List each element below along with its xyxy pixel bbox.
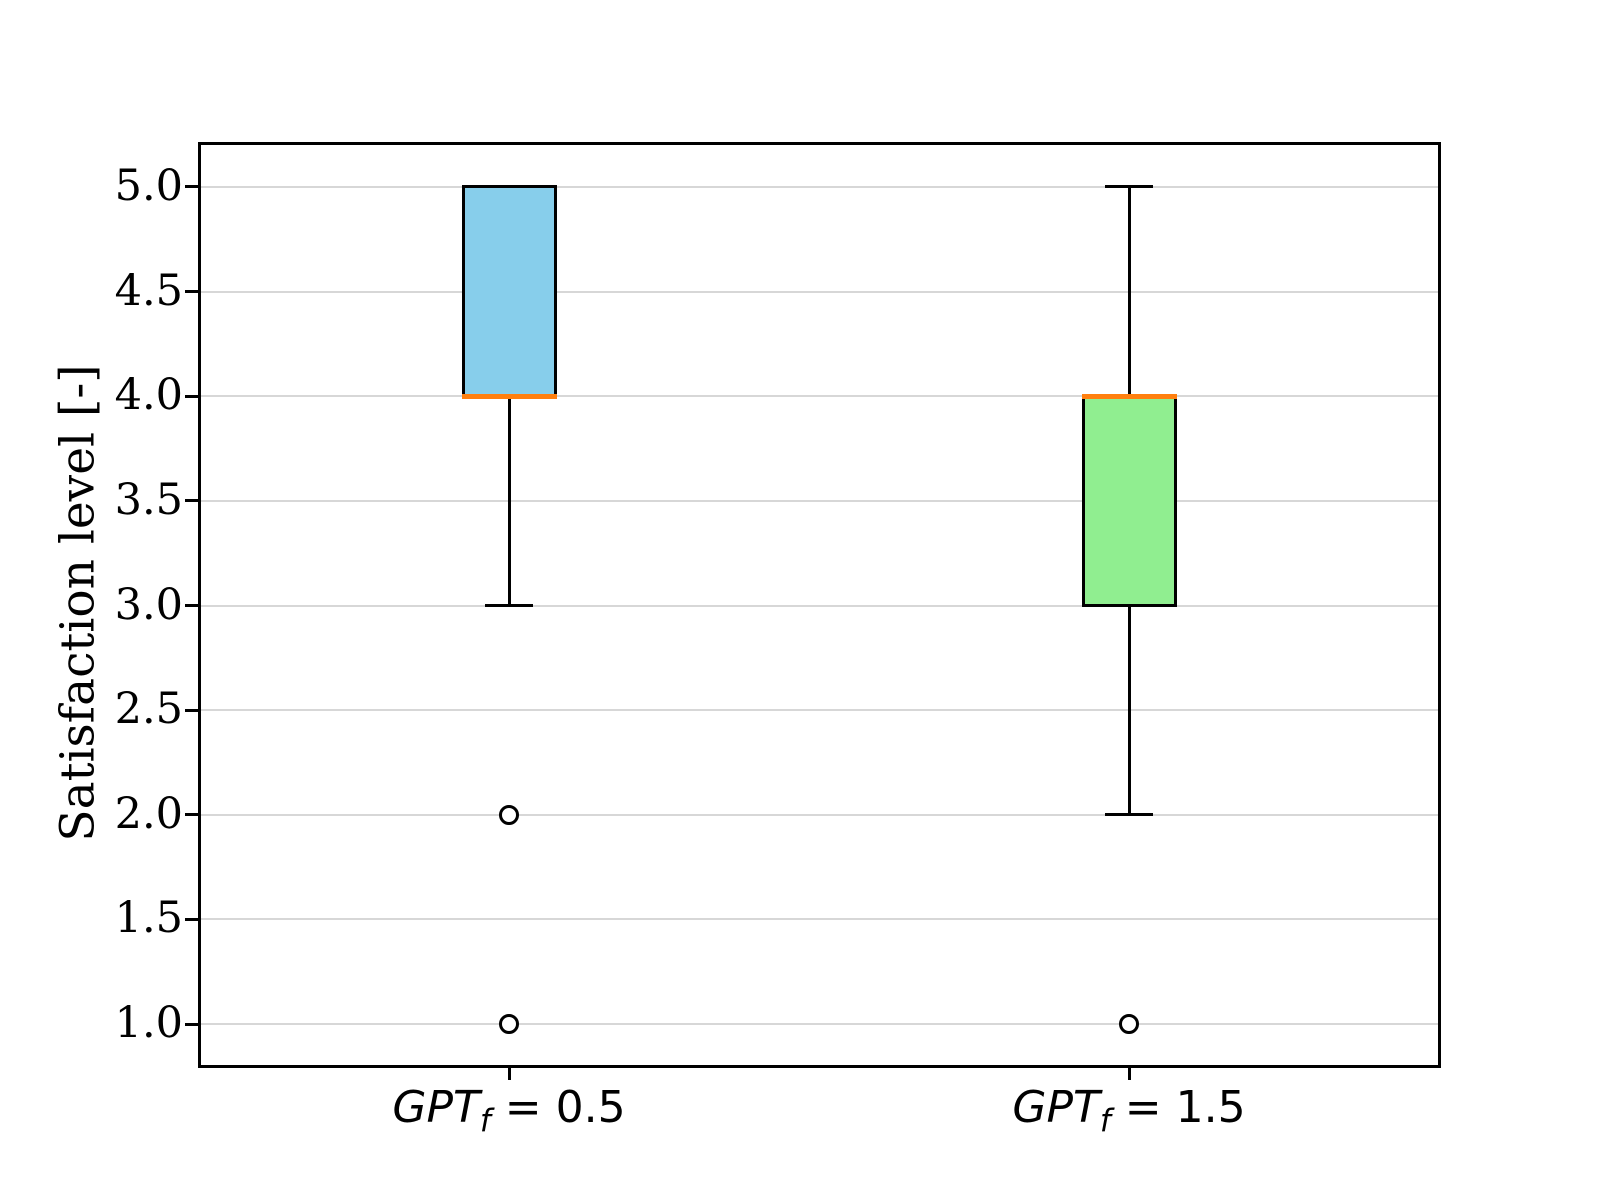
whisker-lower <box>1127 605 1131 815</box>
whisker-cap-lower <box>485 604 533 608</box>
y-tick-label: 2.0 <box>114 788 183 839</box>
y-axis-tick <box>185 185 199 189</box>
y-axis-tick <box>185 917 199 921</box>
box <box>1081 394 1177 608</box>
gridline <box>201 395 1438 398</box>
x-label-value: = 0.5 <box>490 1082 626 1133</box>
gridline <box>201 709 1438 712</box>
y-axis-tick <box>185 394 199 398</box>
median-line <box>1081 393 1177 399</box>
y-tick-label: 4.0 <box>114 370 183 421</box>
x-axis-tick <box>1127 1067 1131 1080</box>
plot-area <box>198 142 1441 1068</box>
y-axis-tick <box>185 604 199 608</box>
y-tick-label: 1.5 <box>114 893 183 944</box>
gridline <box>201 185 1438 188</box>
whisker-lower <box>507 396 511 606</box>
y-axis-tick <box>185 1022 199 1026</box>
x-tick-label-gpt-f-0.5: GPTf = 0.5 <box>392 1082 625 1139</box>
whisker-upper <box>1127 186 1131 397</box>
y-axis-tick <box>185 813 199 817</box>
x-label-symbol: GPT <box>392 1082 480 1133</box>
y-tick-label: 3.5 <box>114 474 183 525</box>
x-label-subscript: f <box>1099 1103 1111 1139</box>
y-axis-tick <box>185 290 199 294</box>
outlier-marker <box>499 1014 519 1035</box>
x-label-subscript: f <box>479 1103 491 1139</box>
gridline <box>201 918 1438 921</box>
outlier-marker <box>499 804 519 825</box>
gridline <box>201 1023 1438 1026</box>
x-label-value: = 1.5 <box>1110 1082 1246 1133</box>
y-axis-tick <box>185 708 199 712</box>
whisker-cap-upper <box>1105 185 1153 189</box>
gridline <box>201 604 1438 607</box>
y-tick-label: 1.0 <box>114 998 183 1049</box>
outlier-marker <box>1119 1014 1139 1035</box>
gridline <box>201 813 1438 816</box>
y-tick-label: 5.0 <box>114 160 183 211</box>
gridline <box>201 290 1438 293</box>
box <box>461 185 557 398</box>
x-tick-label-gpt-f-1.5: GPTf = 1.5 <box>1012 1082 1245 1139</box>
y-tick-label: 3.0 <box>114 579 183 630</box>
y-tick-label: 4.5 <box>114 265 183 316</box>
y-axis-tick <box>185 499 199 503</box>
whisker-cap-lower <box>1105 813 1153 817</box>
gridline <box>201 499 1438 502</box>
x-label-symbol: GPT <box>1012 1082 1100 1133</box>
x-axis-tick <box>507 1067 511 1080</box>
median-line <box>461 393 557 399</box>
y-tick-label: 2.5 <box>114 684 183 735</box>
